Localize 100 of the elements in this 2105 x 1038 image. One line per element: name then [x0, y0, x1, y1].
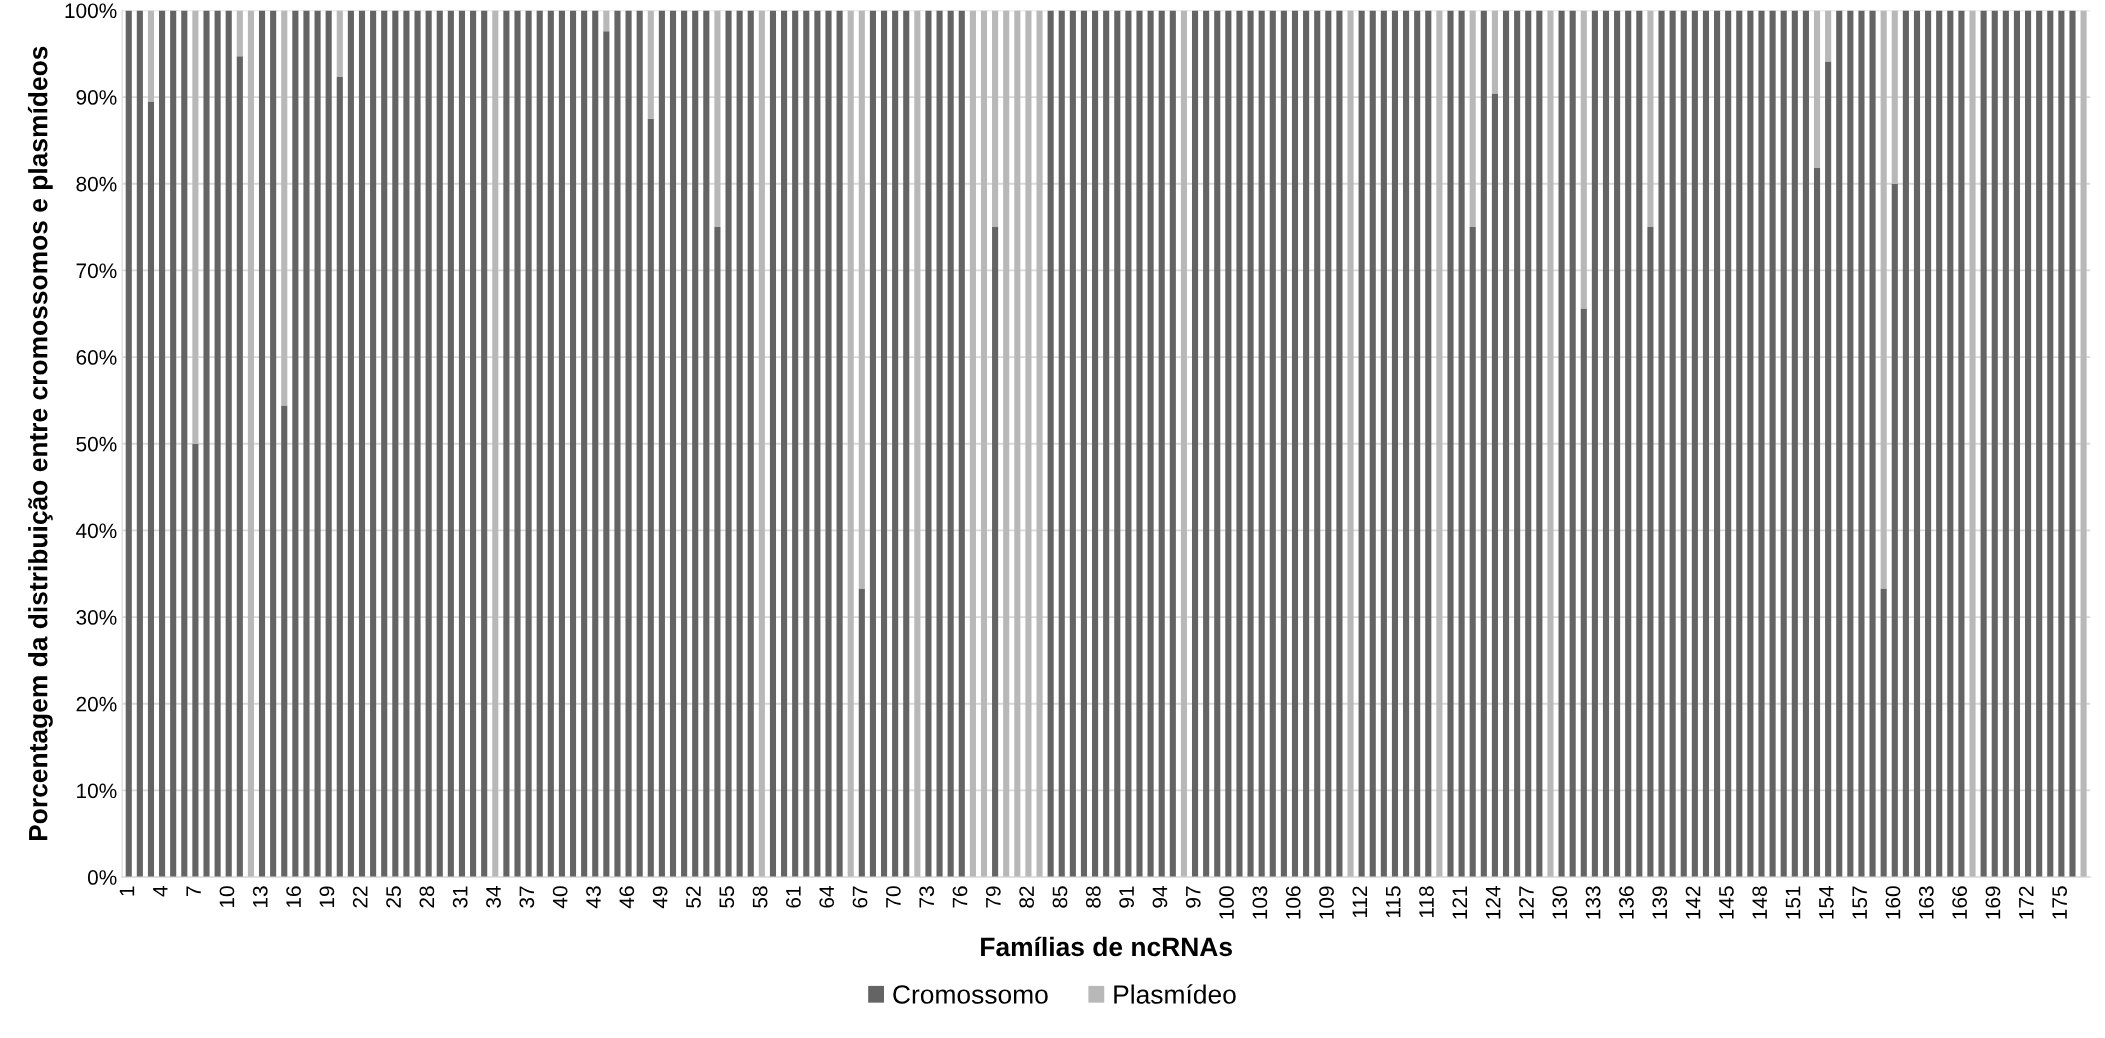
- bar: [758, 10, 765, 878]
- y-tick-label: 70%: [76, 263, 117, 279]
- bar: [2036, 10, 2043, 878]
- bar: [2058, 10, 2065, 878]
- bar: [436, 10, 443, 878]
- bar: [1813, 10, 1821, 169]
- x-tick-label: 154: [1819, 886, 1834, 919]
- x-tick-label: 88: [1085, 886, 1101, 908]
- x-tick-label: 97: [1185, 886, 1201, 908]
- x-tick-label: 100: [1219, 886, 1234, 919]
- x-tick-label: 121: [1452, 886, 1467, 919]
- bar: [1514, 10, 1521, 878]
- bar: [1591, 10, 1598, 878]
- x-tick-label: 13: [252, 886, 268, 908]
- bar: [1047, 10, 1054, 878]
- x-tick-label: 64: [819, 886, 835, 908]
- bar: [425, 10, 432, 878]
- bar: [1580, 308, 1587, 878]
- bar: [636, 10, 643, 878]
- bar: [1602, 10, 1610, 878]
- bar: [1269, 10, 1276, 878]
- bar: [1158, 10, 1165, 878]
- bar: [136, 10, 143, 878]
- bar: [880, 10, 888, 878]
- bar: [1025, 10, 1032, 878]
- bar: [1369, 10, 1376, 878]
- bar: [1880, 10, 1887, 589]
- bar: [1092, 10, 1099, 878]
- bar: [1614, 10, 1621, 878]
- bar: [381, 10, 388, 878]
- y-tick-label: 20%: [76, 696, 117, 712]
- bar: [1925, 10, 1932, 878]
- bar: [1569, 10, 1576, 878]
- x-tick-label: 43: [586, 886, 601, 909]
- bar: [714, 10, 721, 228]
- bar: [925, 10, 932, 878]
- bar: [525, 10, 532, 878]
- bar: [1125, 10, 1132, 878]
- bar: [625, 10, 632, 878]
- bar: [181, 10, 188, 878]
- x-tick-label: 115: [1386, 886, 1401, 918]
- bar: [1014, 10, 1021, 878]
- bar: [470, 10, 477, 878]
- x-tick-label: 103: [1252, 886, 1268, 919]
- legend-label: Cromossomo: [893, 985, 1048, 1004]
- y-tick-label: 50%: [76, 436, 117, 452]
- bar: [669, 10, 677, 878]
- x-tick-label: 172: [2018, 886, 2034, 919]
- bar: [1902, 10, 1909, 878]
- bar: [1058, 10, 1065, 878]
- bar: [1958, 10, 1965, 878]
- bar: [558, 10, 565, 878]
- y-tick-label: 0%: [87, 870, 117, 885]
- bar: [414, 10, 421, 878]
- x-tick-label: 70: [885, 886, 901, 908]
- bar: [1636, 10, 1643, 878]
- x-tick-label: 16: [286, 886, 301, 908]
- bar: [1414, 10, 1421, 878]
- bar: [1147, 10, 1154, 878]
- bar: [836, 10, 843, 878]
- bar: [1802, 10, 1809, 878]
- bar: [314, 10, 321, 878]
- bar: [547, 10, 554, 878]
- bar: [1447, 10, 1454, 878]
- bar: [769, 10, 777, 878]
- bar: [603, 31, 610, 878]
- x-tick-label: 52: [686, 886, 701, 908]
- x-tick-label: 118: [1419, 886, 1434, 918]
- bar: [170, 10, 177, 878]
- bar: [1225, 10, 1232, 878]
- x-tick-label: 46: [619, 886, 635, 909]
- bar: [203, 10, 210, 878]
- bar: [658, 10, 665, 878]
- bar: [1380, 10, 1387, 878]
- bar: [247, 10, 254, 878]
- bar: [1836, 10, 1843, 878]
- bar: [714, 227, 721, 878]
- bar: [1913, 10, 1921, 878]
- bar: [214, 10, 221, 878]
- bar: [481, 10, 488, 878]
- x-tick-label: 160: [1885, 886, 1901, 919]
- bar: [336, 10, 343, 78]
- bar: [1203, 10, 1210, 878]
- bar: [1114, 10, 1121, 878]
- bar: [1880, 588, 1887, 878]
- y-tick-label: 10%: [77, 783, 117, 799]
- bar: [814, 10, 821, 878]
- bar: [569, 10, 577, 878]
- x-tick-label: 124: [1485, 886, 1501, 919]
- x-tick-label: 10: [219, 886, 235, 908]
- bar: [392, 10, 399, 878]
- x-tick-label: 67: [852, 886, 868, 908]
- bar: [1280, 10, 1287, 878]
- bar: [1647, 10, 1654, 228]
- x-tick-label: 106: [1285, 886, 1301, 919]
- bar: [936, 10, 943, 878]
- x-tick-label: 142: [1685, 886, 1701, 919]
- bar: [1691, 10, 1698, 878]
- x-tick-label: 109: [1319, 886, 1334, 919]
- bar: [1825, 10, 1832, 62]
